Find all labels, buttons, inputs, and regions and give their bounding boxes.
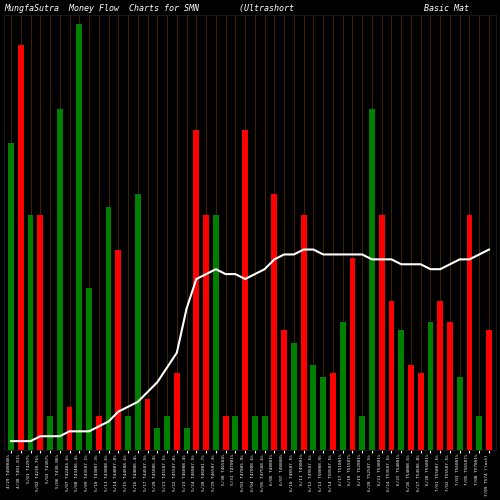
Bar [350,258,356,450]
Bar [330,373,336,450]
Bar [360,416,365,450]
Bar [164,416,170,450]
Bar [486,330,492,450]
Bar [291,343,297,450]
Bar [174,373,180,450]
Bar [281,330,287,450]
Bar [408,364,414,450]
Bar [438,300,443,450]
Bar [340,322,345,450]
Bar [154,428,160,450]
Bar [184,428,190,450]
Bar [252,416,258,450]
Bar [466,216,472,450]
Bar [379,216,384,450]
Bar [222,416,228,450]
Bar [86,288,92,450]
Bar [106,207,112,450]
Bar [398,330,404,450]
Bar [18,45,24,450]
Bar [38,216,43,450]
Text: MungfaSutra  Money Flow  Charts for SMN        (Ultrashort                      : MungfaSutra Money Flow Charts for SMN (U… [4,4,469,13]
Bar [76,24,82,450]
Bar [28,216,34,450]
Bar [457,378,462,450]
Bar [116,250,121,450]
Bar [125,416,131,450]
Bar [272,194,278,450]
Bar [300,216,306,450]
Bar [57,109,62,450]
Bar [428,322,434,450]
Bar [447,322,453,450]
Bar [194,130,200,450]
Bar [47,416,53,450]
Bar [213,216,219,450]
Bar [369,109,375,450]
Bar [66,407,72,450]
Bar [242,130,248,450]
Bar [96,416,102,450]
Bar [203,216,209,450]
Bar [135,194,140,450]
Bar [418,373,424,450]
Bar [320,378,326,450]
Bar [388,300,394,450]
Bar [476,416,482,450]
Bar [262,416,268,450]
Bar [310,364,316,450]
Bar [8,143,14,450]
Bar [144,398,150,450]
Bar [232,416,238,450]
